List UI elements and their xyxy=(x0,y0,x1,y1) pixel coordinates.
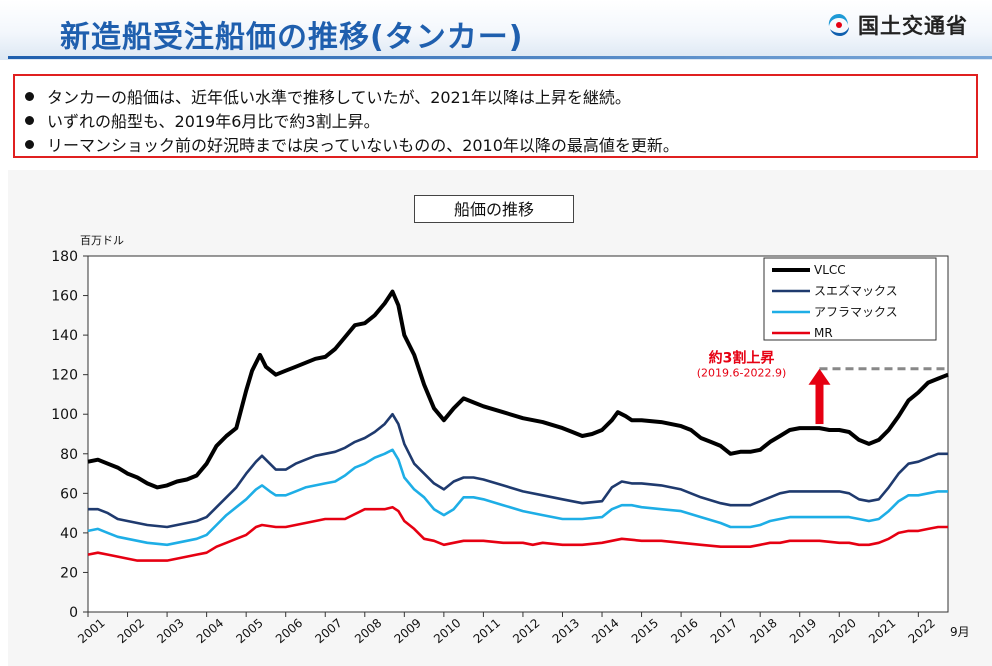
summary-bullet: タンカーの船価は、近年低い水準で推移していたが、2021年以降は上昇を継続。 xyxy=(25,84,631,108)
x-tick-label: 2015 xyxy=(629,616,661,646)
increase-arrow-shaft xyxy=(815,382,824,425)
annotation-label: 約3割上昇 xyxy=(709,350,775,367)
x-tick-label: 2014 xyxy=(589,616,621,646)
y-tick-label: 120 xyxy=(51,368,78,384)
x-tick-label: 2002 xyxy=(115,616,147,646)
x-tick-label: 2006 xyxy=(273,616,305,646)
y-axis-unit: 百万ドル xyxy=(80,234,124,247)
x-tick-label: 2018 xyxy=(747,616,779,646)
legend-label: スエズマックス xyxy=(814,283,898,298)
x-tick-label: 2003 xyxy=(154,616,186,646)
y-tick-label: 160 xyxy=(51,289,78,305)
bullet-dot-icon xyxy=(25,140,34,149)
y-tick-label: 180 xyxy=(51,249,78,265)
ministry-name: 国土交通省 xyxy=(858,14,968,38)
legend-label: VLCC xyxy=(814,263,846,277)
summary-bullet: いずれの船型も、2019年6月比で約3割上昇。 xyxy=(25,108,380,132)
bullet-dot-icon xyxy=(25,116,34,125)
x-tick-label: 2022 xyxy=(906,616,938,646)
title-underline xyxy=(8,56,992,59)
increase-arrow-head xyxy=(808,368,831,385)
summary-box: タンカーの船価は、近年低い水準で推移していたが、2021年以降は上昇を継続。 い… xyxy=(13,74,978,158)
y-tick-label: 100 xyxy=(51,407,78,423)
series-line xyxy=(87,505,948,562)
header-band xyxy=(0,0,992,60)
x-tick-label: 2004 xyxy=(194,616,226,646)
y-tick-label: 20 xyxy=(60,565,78,581)
x-tick-label: 2009 xyxy=(392,616,424,646)
x-tick-label: 2001 xyxy=(75,616,107,646)
x-tick-label: 2019 xyxy=(787,616,819,646)
x-end-label: 9月 xyxy=(950,625,970,639)
x-tick-label: 2011 xyxy=(471,616,503,646)
x-tick-label: 2010 xyxy=(431,616,463,646)
y-tick-label: 140 xyxy=(51,328,78,344)
series-line xyxy=(87,289,949,490)
y-tick-label: 40 xyxy=(60,526,78,542)
y-tick-label: 80 xyxy=(60,447,78,463)
page-title: 新造船受注船価の推移(タンカー) xyxy=(60,20,524,55)
x-tick-label: 2007 xyxy=(312,616,344,646)
ministry-logo: 国土交通省 xyxy=(826,10,968,40)
series-line xyxy=(87,448,948,547)
x-tick-label: 2020 xyxy=(826,616,858,646)
legend-label: アフラマックス xyxy=(814,305,898,319)
annotation-sublabel: (2019.6-2022.9) xyxy=(697,367,787,380)
y-tick-label: 0 xyxy=(69,605,78,621)
series-line xyxy=(88,412,948,529)
legend-label: MR xyxy=(814,326,833,340)
summary-bullet: リーマンショック前の好況時までは戻っていないものの、2010年以降の最高値を更新… xyxy=(25,132,679,156)
x-tick-label: 2005 xyxy=(233,616,265,646)
x-tick-label: 2013 xyxy=(550,616,582,646)
x-tick-label: 2021 xyxy=(866,616,898,646)
x-tick-label: 2017 xyxy=(708,616,740,646)
chart-title: 船価の推移 xyxy=(414,195,574,223)
x-tick-label: 2008 xyxy=(352,616,384,646)
y-tick-label: 60 xyxy=(60,486,78,502)
bullet-dot-icon xyxy=(25,92,34,101)
mlit-emblem-icon xyxy=(828,14,849,36)
x-tick-label: 2016 xyxy=(668,616,700,646)
x-tick-label: 2012 xyxy=(510,616,542,646)
